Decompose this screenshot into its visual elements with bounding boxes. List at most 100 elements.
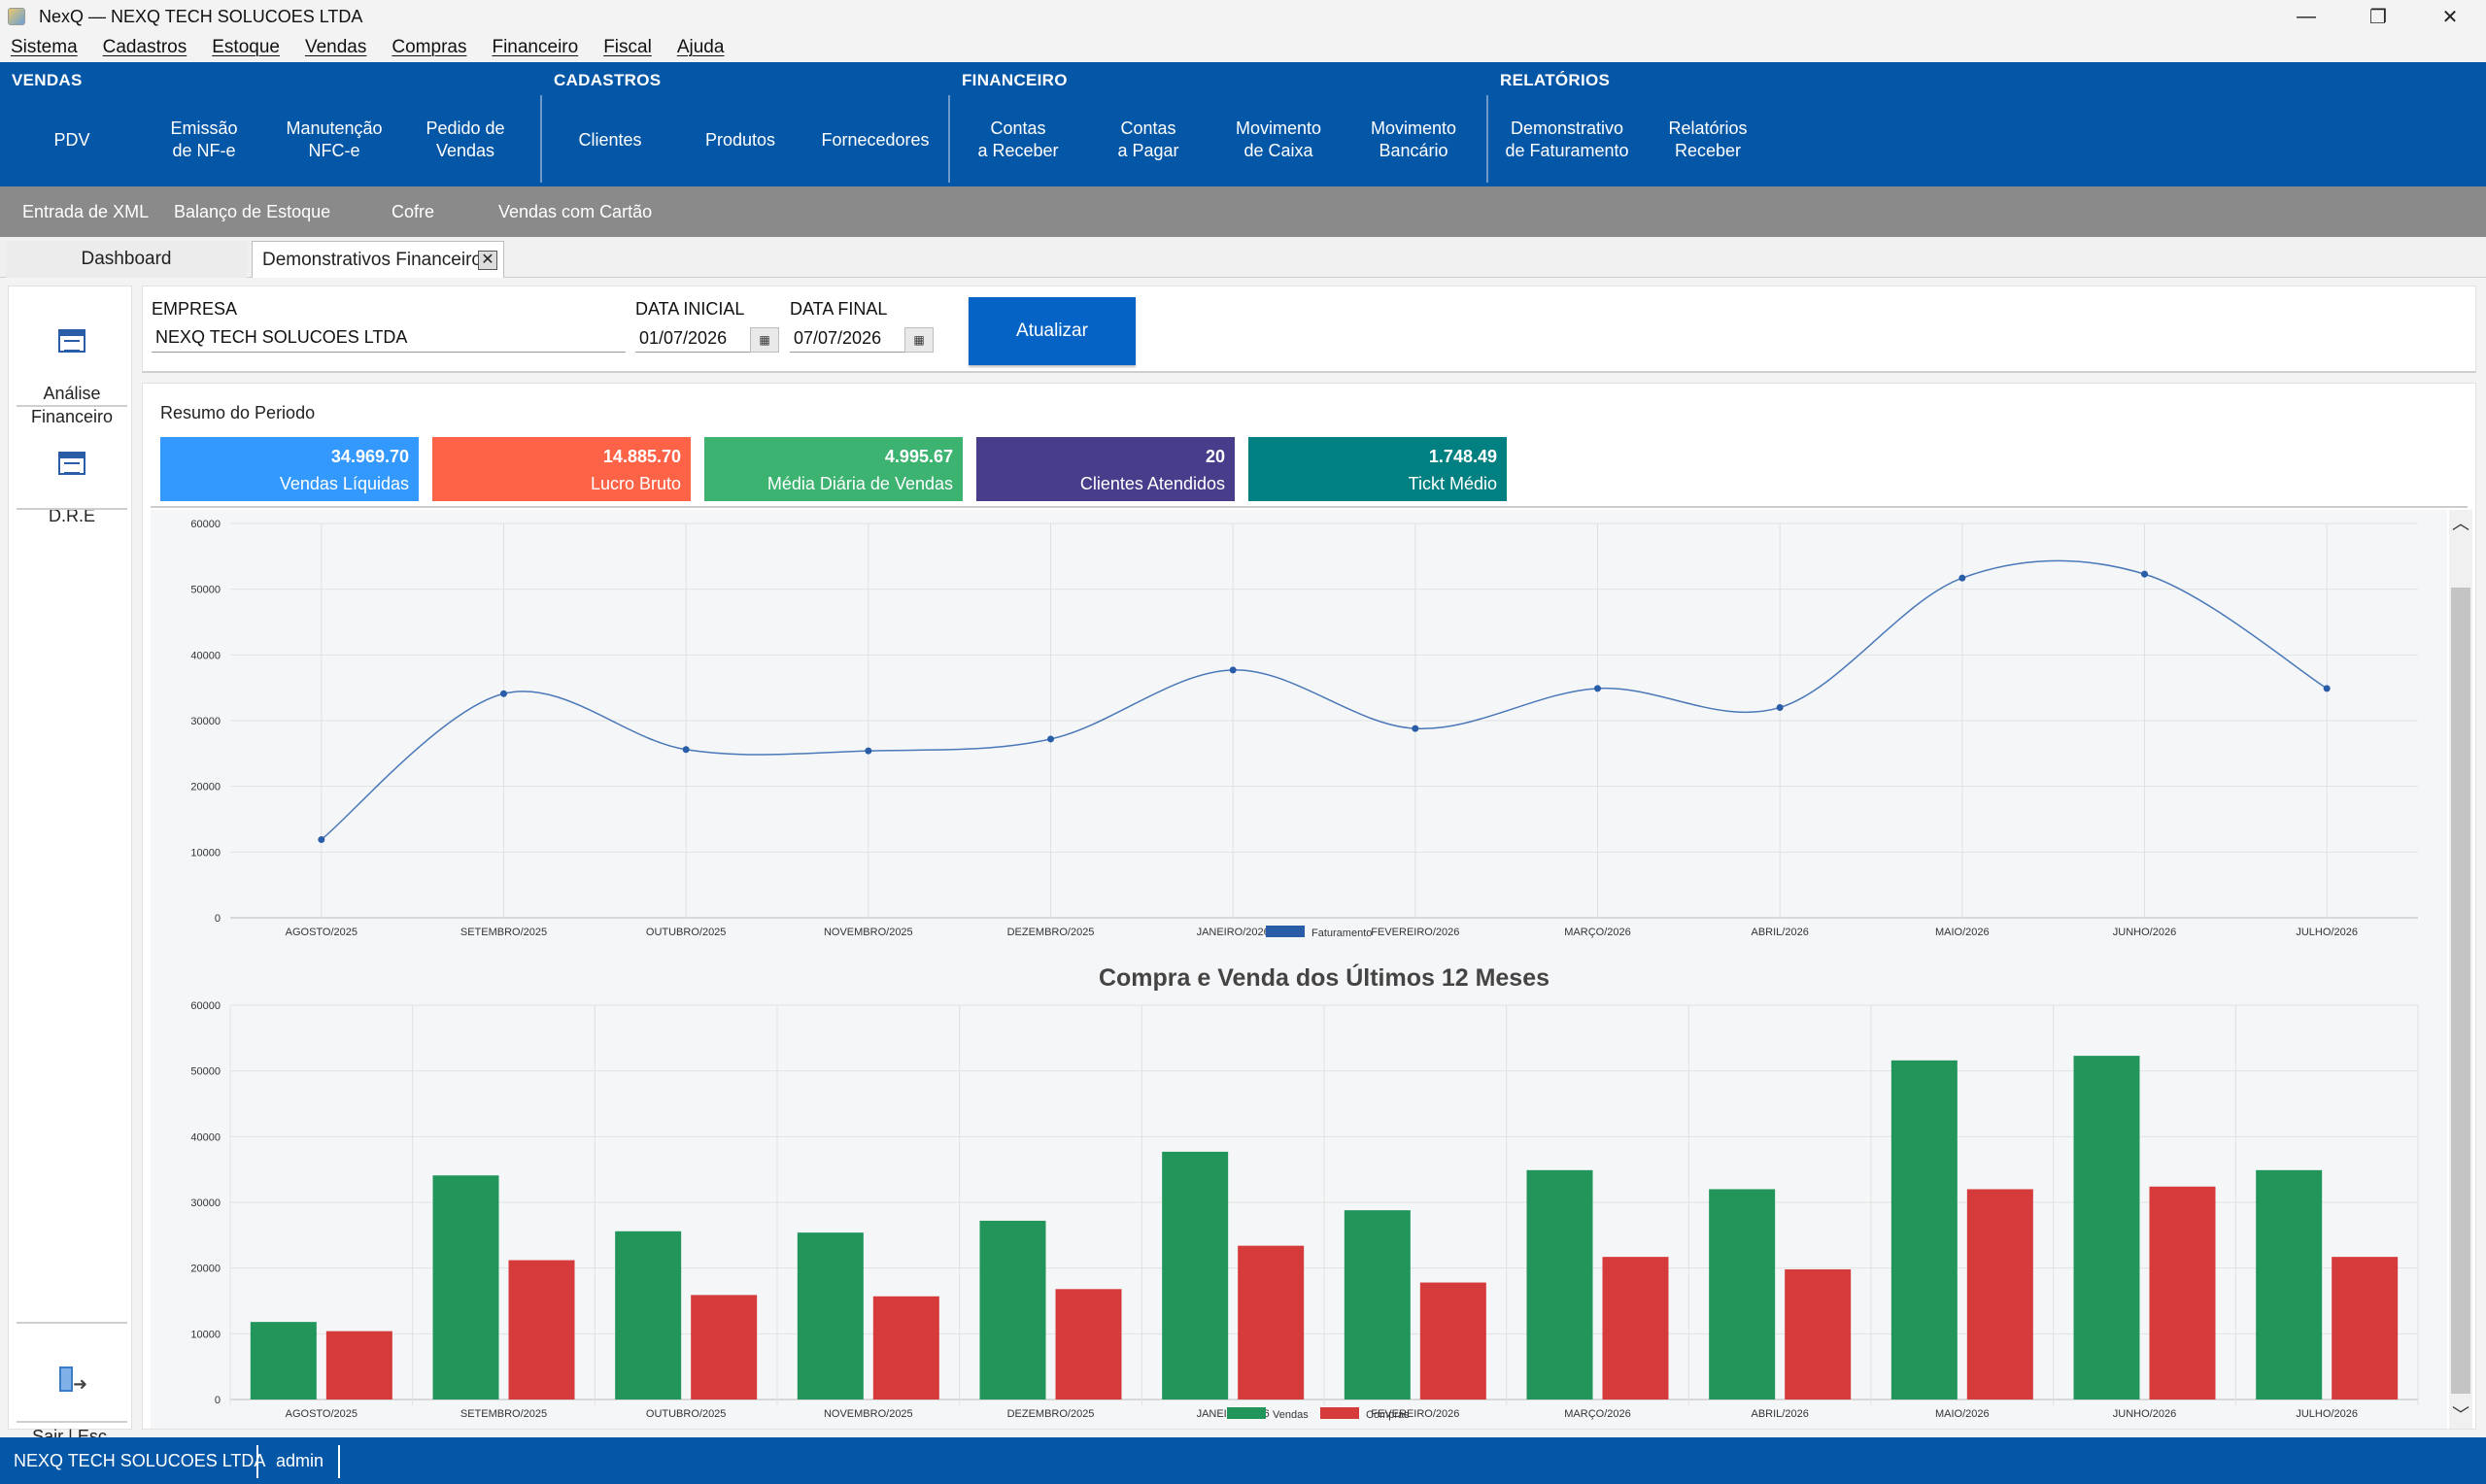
ribbon-pedido-vendas-button[interactable]: Pedido de Vendas [426, 118, 505, 160]
charts-scroll-area[interactable]: 60000 50000 40000 30000 20000 10000 0 AGOSTO/20… [151, 510, 2447, 1429]
ribbon-clientes-button[interactable]: Clientes [578, 129, 642, 150]
nav-divider [17, 1322, 127, 1324]
window-controls: — ❐ ✕ [2270, 0, 2486, 33]
card-label: Clientes Atendidos [1079, 474, 1225, 493]
ribbon-movimento-bancario-button[interactable]: Movimento Bancário [1370, 118, 1457, 160]
scroll-down-icon[interactable]: ﹀ [2452, 1405, 2469, 1425]
x-tick-label: JANEIRO/2026 [1197, 927, 1270, 938]
menu-ajuda[interactable]: Ajuda [676, 37, 725, 57]
ribbon-contas-pagar-button[interactable]: Contas a Pagar [1117, 118, 1179, 160]
tab-demonstrativos-financeiro[interactable]: Demonstrativos Financeiro ✕ [252, 241, 504, 278]
minimize-button[interactable]: — [2297, 5, 2316, 27]
scroll-thumb[interactable] [2451, 588, 2470, 1394]
content-panel: Resumo do Periodo 34.969.70 Vendas Líqui… [142, 383, 2476, 1430]
x-tick-label: FEVEREIRO/2026 [1371, 1408, 1459, 1420]
balanco-estoque-button[interactable]: Balanço de Estoque [174, 202, 331, 221]
close-button[interactable]: ✕ [2441, 6, 2459, 28]
x-tick-label: NOVEMBRO/2025 [824, 1408, 913, 1420]
atualizar-button[interactable]: Atualizar [969, 297, 1136, 365]
menu-compras[interactable]: Compras [392, 37, 467, 57]
y-tick-label: 40000 [190, 1131, 221, 1143]
x-tick-label: FEVEREIRO/2026 [1371, 927, 1459, 938]
x-tick-label: OUTUBRO/2025 [646, 927, 727, 938]
dre-button[interactable]: D.R.E [17, 428, 127, 551]
report-window-icon [58, 452, 85, 475]
x-tick-label: OUTUBRO/2025 [646, 1408, 727, 1420]
left-nav-panel: Análise Financeiro D.R.E ➜ Sair | Esc. [8, 286, 132, 1446]
card-label: Média Diária de Vendas [766, 474, 953, 493]
ribbon-manutencao-nfce-button[interactable]: Manutenção NFC-e [286, 118, 383, 160]
menu-vendas[interactable]: Vendas [304, 37, 367, 57]
legend-swatch-vendas [1227, 1407, 1266, 1419]
bar-vendas [1162, 1151, 1229, 1400]
y-tick-label: 60000 [190, 1000, 221, 1012]
y-tick-label: 20000 [190, 782, 221, 793]
entrada-xml-button[interactable]: Entrada de XML [22, 202, 150, 221]
ribbon-contas-receber-button[interactable]: Contas a Receber [977, 118, 1059, 160]
data-final-field[interactable]: 07/07/2026 ▦ [790, 323, 934, 353]
menu-sistema[interactable]: Sistema [11, 37, 78, 57]
tab-close-icon[interactable]: ✕ [478, 251, 497, 270]
ribbon-relatorios-receber-button[interactable]: Relatórios Receber [1668, 118, 1748, 160]
card-label: Vendas Líquidas [279, 474, 409, 493]
app-logo-icon [8, 8, 25, 25]
tab-strip: Dashboard Demonstrativos Financeiro ✕ [0, 237, 2486, 278]
scroll-up-icon[interactable]: ︿ [2452, 514, 2469, 533]
empresa-label: EMPRESA [152, 299, 238, 319]
menu-estoque[interactable]: Estoque [212, 37, 280, 57]
legend-label-compras: Compras [1366, 1409, 1410, 1421]
legend-label-faturamento: Faturamento [1311, 928, 1372, 939]
cofre-button[interactable]: Cofre [392, 202, 435, 221]
menu-fiscal[interactable]: Fiscal [603, 37, 652, 57]
vertical-scrollbar[interactable]: ︿ ﹀ [2449, 510, 2472, 1429]
sair-button[interactable]: ➜ Sair | Esc. [17, 1341, 127, 1471]
x-tick-label: AGOSTO/2025 [286, 1408, 358, 1420]
ribbon-pdv-button[interactable]: PDV [53, 129, 90, 150]
calendar-icon[interactable]: ▦ [904, 327, 934, 353]
x-tick-label: ABRIL/2026 [1752, 1408, 1809, 1420]
bar-vendas [797, 1232, 864, 1400]
menu-financeiro[interactable]: Financeiro [492, 37, 579, 57]
bar-compras [2332, 1257, 2399, 1400]
ribbon-group-relatorios: RELATÓRIOS Demonstrativo de Faturamento … [1488, 62, 1780, 186]
title-bar: NexQ — NEXQ TECH SOLUCOES LTDA — ❐ ✕ [0, 0, 2486, 33]
ribbon-group-title: FINANCEIRO [962, 71, 1068, 89]
x-tick-label: MARÇO/2026 [1564, 927, 1630, 938]
x-tick-label: AGOSTO/2025 [286, 927, 358, 938]
x-tick-label: JUNHO/2026 [2113, 1408, 2176, 1420]
card-value: 34.969.70 [330, 447, 409, 466]
ribbon-demonstrativo-faturamento-button[interactable]: Demonstrativo de Faturamento [1505, 118, 1629, 160]
restore-button[interactable]: ❐ [2369, 6, 2387, 28]
window-title: NexQ — NEXQ TECH SOLUCOES LTDA [39, 6, 363, 26]
vendas-cartao-button[interactable]: Vendas com Cartão [498, 202, 653, 221]
card-value: 4.995.67 [884, 447, 953, 466]
bar-compras [325, 1331, 392, 1400]
empresa-input[interactable] [152, 323, 626, 353]
tab-dashboard[interactable]: Dashboard [6, 241, 247, 278]
faturamento-line [321, 559, 2328, 841]
ribbon-movimento-caixa-button[interactable]: Movimento de Caixa [1235, 118, 1322, 160]
data-inicial-field[interactable]: 01/07/2026 ▦ [635, 323, 779, 353]
calendar-icon[interactable]: ▦ [750, 327, 779, 353]
card-clientes-atendidos: 20 Clientes Atendidos [976, 437, 1235, 501]
data-final-value: 07/07/2026 [794, 328, 882, 348]
analise-financeiro-button[interactable]: Análise Financeiro [17, 306, 127, 452]
ribbon-fornecedores-button[interactable]: Fornecedores [821, 129, 930, 150]
y-tick-label: 10000 [190, 1329, 221, 1340]
ribbon-produtos-button[interactable]: Produtos [704, 129, 776, 150]
ribbon-separator [540, 95, 542, 183]
card-lucro-bruto: 14.885.70 Lucro Bruto [432, 437, 691, 501]
ribbon-group-title: VENDAS [12, 71, 83, 89]
x-tick-label: ABRIL/2026 [1752, 927, 1809, 938]
faturamento-point [500, 690, 507, 697]
ribbon-emissao-nfe-button[interactable]: Emissão de NF-e [170, 118, 238, 160]
dre-label: D.R.E [48, 506, 95, 525]
ribbon-separator [1486, 95, 1488, 183]
bar-vendas [432, 1175, 499, 1400]
bar-vendas [615, 1231, 682, 1400]
menu-cadastros[interactable]: Cadastros [102, 37, 187, 57]
status-separator [256, 1445, 258, 1478]
tab-label: Demonstrativos Financeiro [262, 249, 482, 270]
bar-compras [1055, 1289, 1122, 1400]
